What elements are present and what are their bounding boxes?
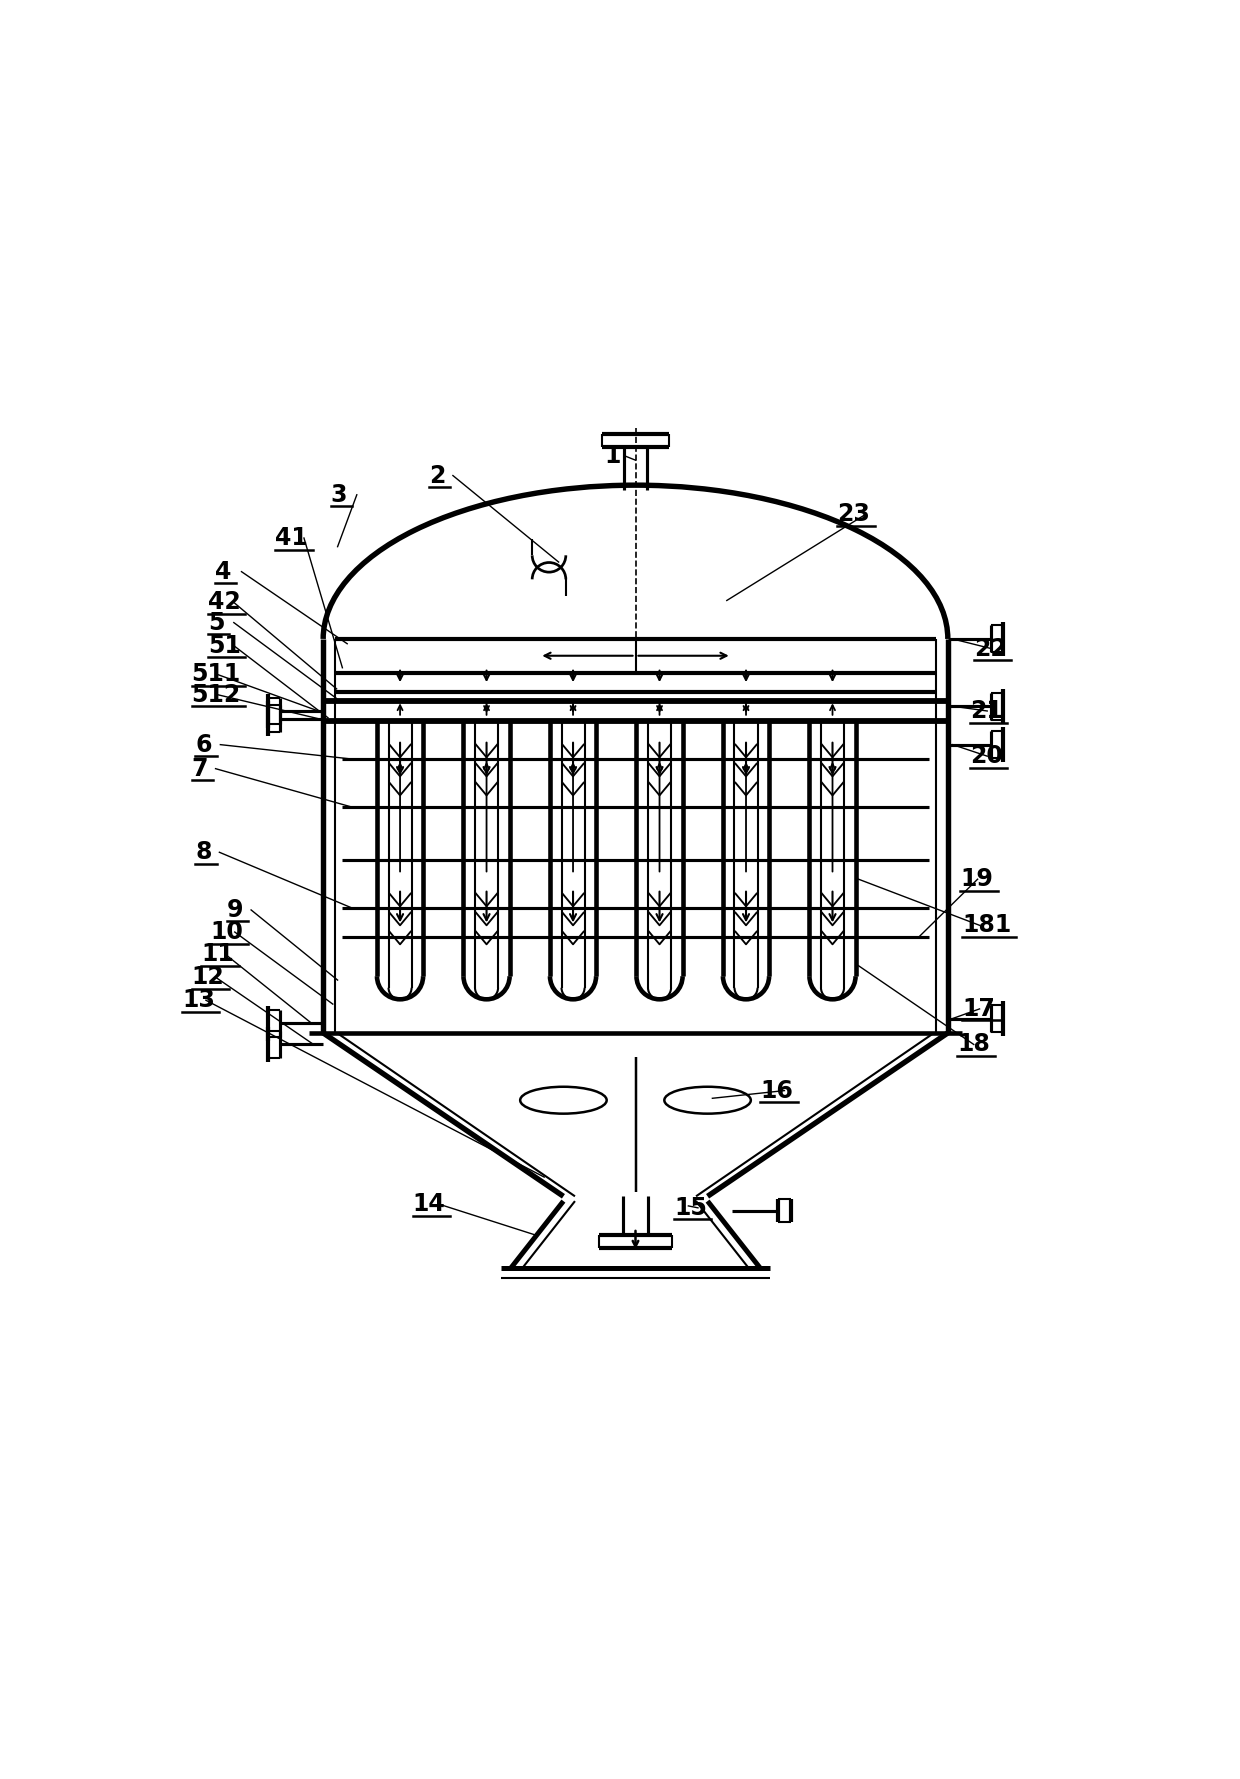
Text: 4: 4 [215, 560, 231, 584]
Text: 18: 18 [957, 1032, 991, 1057]
Text: 15: 15 [675, 1195, 707, 1220]
Text: 512: 512 [191, 683, 241, 706]
Text: 22: 22 [973, 637, 1007, 660]
Text: 16: 16 [760, 1078, 794, 1103]
Text: 181: 181 [962, 913, 1012, 938]
Text: 21: 21 [970, 699, 1003, 722]
Text: 41: 41 [275, 527, 308, 550]
Text: 12: 12 [191, 966, 224, 989]
Text: 5: 5 [208, 610, 224, 635]
Text: 10: 10 [211, 920, 243, 945]
Text: 2: 2 [429, 464, 445, 487]
Text: 6: 6 [196, 733, 212, 756]
Text: 23: 23 [837, 502, 870, 527]
Text: 51: 51 [208, 633, 241, 658]
Text: 17: 17 [962, 996, 996, 1021]
Text: 3: 3 [331, 482, 347, 507]
Text: 1: 1 [605, 445, 621, 468]
Text: 8: 8 [196, 840, 212, 865]
Text: 11: 11 [201, 943, 234, 966]
Text: 19: 19 [960, 866, 993, 891]
Text: 42: 42 [208, 591, 241, 614]
Text: 20: 20 [970, 744, 1003, 769]
Text: 7: 7 [191, 756, 208, 781]
Text: 14: 14 [413, 1192, 445, 1217]
Text: 13: 13 [182, 989, 215, 1012]
Text: 9: 9 [227, 898, 243, 922]
Text: 511: 511 [191, 662, 241, 687]
